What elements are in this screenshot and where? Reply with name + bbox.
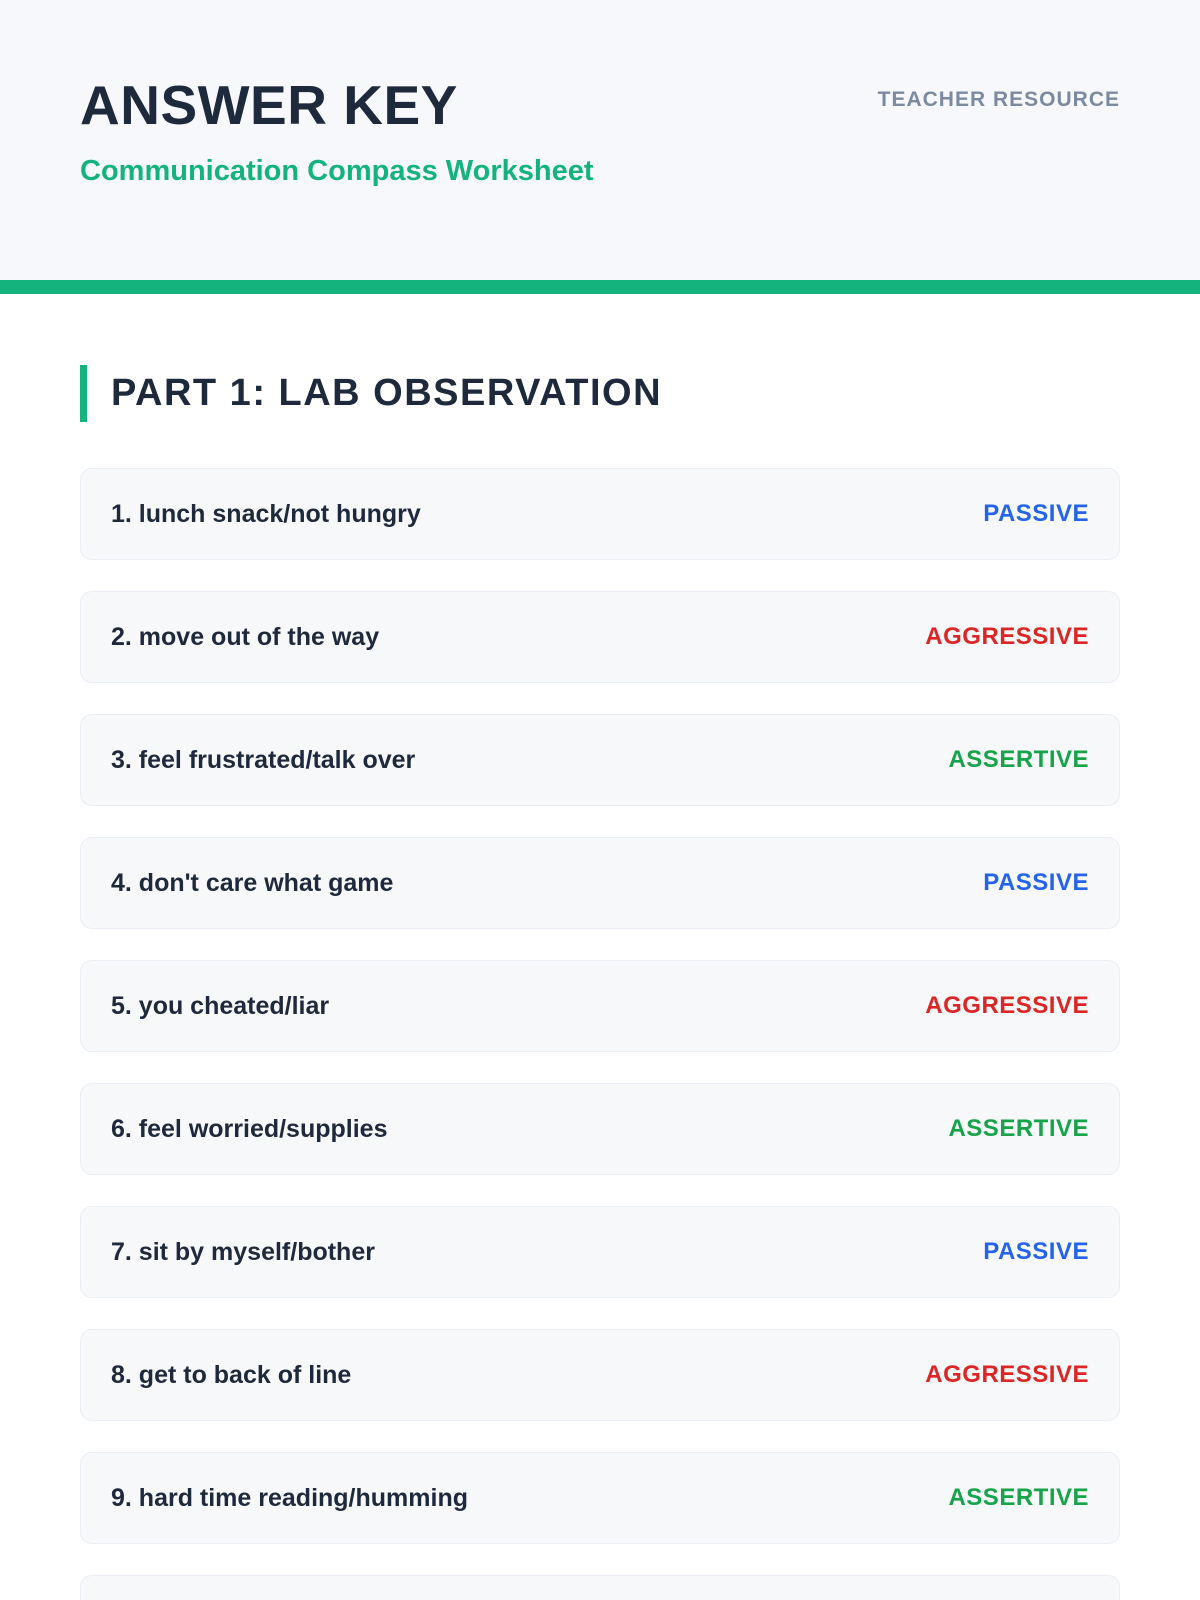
main-content: PART 1: LAB OBSERVATION 1. lunch snack/n… [0, 365, 1200, 1600]
question-text: 3. feel frustrated/talk over [111, 745, 416, 774]
answer-label: ASSERTIVE [948, 1484, 1089, 1511]
answer-row: 4. don't care what game PASSIVE [80, 837, 1120, 929]
teacher-resource-badge: TEACHER RESOURCE [877, 88, 1120, 111]
question-text: 2. move out of the way [111, 622, 380, 651]
question-text: 6. feel worried/supplies [111, 1114, 388, 1143]
question-text: 7. sit by myself/bother [111, 1237, 375, 1266]
answer-label: PASSIVE [983, 500, 1089, 527]
answer-label: PASSIVE [983, 869, 1089, 896]
question-text: 9. hard time reading/humming [111, 1483, 468, 1512]
answer-row: 3. feel frustrated/talk over ASSERTIVE [80, 714, 1120, 806]
question-text: 1. lunch snack/not hungry [111, 499, 421, 528]
answer-list: 1. lunch snack/not hungry PASSIVE 2. mov… [80, 468, 1120, 1600]
answer-label: ASSERTIVE [948, 1115, 1089, 1142]
answer-label: AGGRESSIVE [925, 1361, 1089, 1388]
accent-divider [0, 280, 1200, 294]
page-subtitle: Communication Compass Worksheet [80, 155, 594, 187]
answer-label: AGGRESSIVE [925, 992, 1089, 1019]
answer-row: 6. feel worried/supplies ASSERTIVE [80, 1083, 1120, 1175]
question-text: 4. don't care what game [111, 868, 394, 897]
question-text: 5. you cheated/liar [111, 991, 330, 1020]
header: ANSWER KEY Communication Compass Workshe… [0, 0, 1200, 280]
answer-row: 7. sit by myself/bother PASSIVE [80, 1206, 1120, 1298]
answer-row [80, 1575, 1120, 1600]
answer-label: ASSERTIVE [948, 746, 1089, 773]
answer-row: 9. hard time reading/humming ASSERTIVE [80, 1452, 1120, 1544]
page-title: ANSWER KEY [80, 74, 458, 136]
section-title: PART 1: LAB OBSERVATION [111, 372, 663, 414]
section-header: PART 1: LAB OBSERVATION [80, 365, 1120, 422]
answer-row: 8. get to back of line AGGRESSIVE [80, 1329, 1120, 1421]
question-text: 8. get to back of line [111, 1360, 352, 1389]
answer-label: AGGRESSIVE [925, 623, 1089, 650]
header-title-block: ANSWER KEY Communication Compass Workshe… [80, 78, 594, 188]
answer-row: 1. lunch snack/not hungry PASSIVE [80, 468, 1120, 560]
answer-row: 5. you cheated/liar AGGRESSIVE [80, 960, 1120, 1052]
answer-row: 2. move out of the way AGGRESSIVE [80, 591, 1120, 683]
answer-label: PASSIVE [983, 1238, 1089, 1265]
section-accent-bar [80, 365, 87, 422]
